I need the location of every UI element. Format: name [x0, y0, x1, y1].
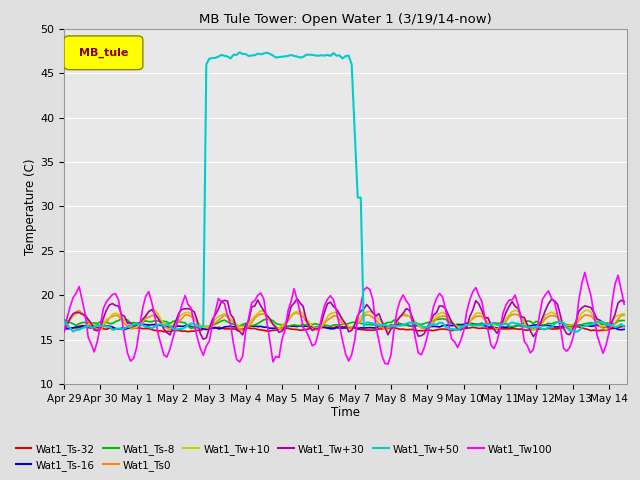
FancyBboxPatch shape [64, 36, 143, 70]
X-axis label: Time: Time [331, 407, 360, 420]
Legend: Wat1_Ts-32, Wat1_Ts-16, Wat1_Ts-8, Wat1_Ts0, Wat1_Tw+10, Wat1_Tw+30, Wat1_Tw+50,: Wat1_Ts-32, Wat1_Ts-16, Wat1_Ts-8, Wat1_… [12, 439, 557, 475]
Title: MB Tule Tower: Open Water 1 (3/19/14-now): MB Tule Tower: Open Water 1 (3/19/14-now… [199, 13, 492, 26]
Y-axis label: Temperature (C): Temperature (C) [24, 158, 37, 255]
Text: MB_tule: MB_tule [79, 48, 128, 58]
